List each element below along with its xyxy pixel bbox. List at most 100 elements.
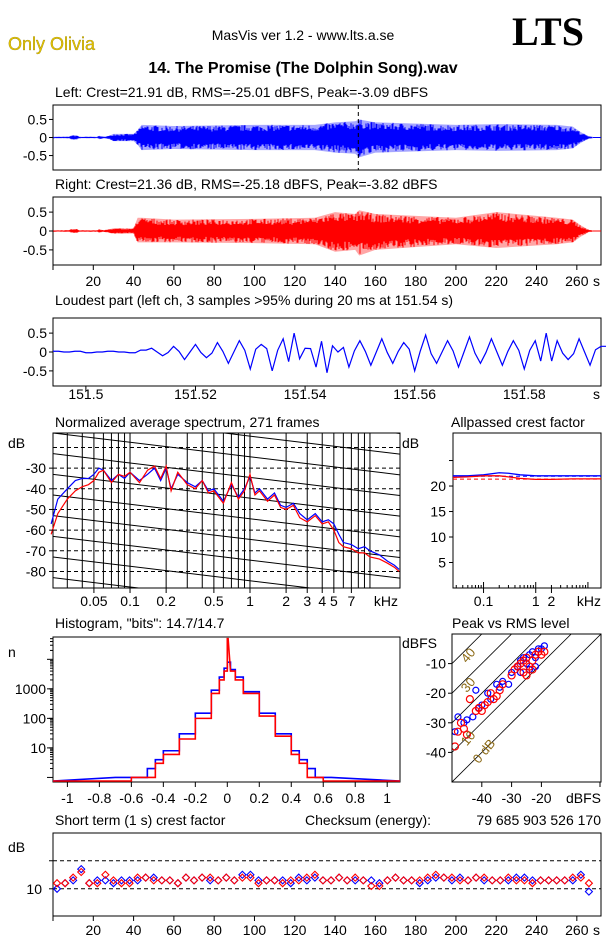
peak-rms-left-point — [472, 686, 480, 694]
histogram-ytick-label: 1000 — [15, 681, 46, 697]
short-term-right-point — [60, 878, 70, 888]
short-term-left-point — [93, 876, 102, 885]
spectrum-xtick-label: 2 — [282, 593, 290, 609]
short-term-xtick-label: 140 — [323, 922, 347, 938]
time-axis-xtick-label: 200 — [444, 273, 468, 289]
peak-rms-right-point — [522, 671, 531, 680]
crest-line-10 — [452, 634, 572, 753]
short-term-right-point — [576, 873, 586, 882]
short-term-right-point — [399, 876, 408, 885]
short-term-right-point — [544, 876, 553, 885]
histogram-right-line — [53, 637, 400, 782]
short-term-right-point — [447, 873, 457, 882]
short-term-right-point — [383, 876, 392, 885]
short-term-right-point — [213, 876, 223, 885]
histogram-ylabel: n — [8, 644, 16, 660]
crest-line-30 — [452, 634, 512, 694]
loudest-part-xtick-label: 151.54 — [284, 386, 327, 402]
histogram-xtick-label: -0.6 — [119, 790, 143, 806]
short-term-left-point — [213, 876, 223, 885]
time-axis-unit: s — [593, 273, 600, 289]
short-term-right-point — [254, 878, 263, 888]
short-term-xtick-label: 80 — [206, 922, 222, 938]
peak-rms-xtick-label: -40 — [472, 790, 492, 806]
right-waveform-envelope — [53, 210, 601, 256]
left-waveform-ytick-label: -0.5 — [23, 148, 47, 164]
right-waveform-ytick-label: -0.5 — [23, 242, 47, 258]
allpassed-ytick-label: 15 — [430, 504, 446, 520]
histogram-xtick-label: 0.4 — [282, 790, 302, 806]
histogram-xtick-label: 1 — [383, 790, 391, 806]
short-term-frame — [52, 832, 602, 917]
short-term-left-point — [52, 884, 62, 894]
short-term-left-point — [254, 876, 263, 885]
short-term-right-point — [230, 876, 239, 885]
peak-rms-right-point — [540, 647, 549, 656]
short-term-right-point — [367, 881, 376, 891]
spectrum-xtick-label: 4 — [318, 593, 326, 609]
peak-rms-left-point — [484, 689, 492, 697]
time-axis-xtick-label: 140 — [323, 273, 347, 289]
short-term-right-point — [278, 878, 287, 888]
peak-rms-xtick-label: -20 — [531, 790, 551, 806]
spectrum-slope-line — [53, 515, 400, 559]
short-term-left-point — [270, 876, 279, 885]
short-term-left-point — [560, 876, 570, 885]
short-term-xtick-label: 260 — [565, 922, 589, 938]
allpassed-ylabel: dB — [402, 435, 419, 451]
short-term-right-point — [189, 876, 199, 885]
spectrum-title: Normalized average spectrum, 271 frames — [55, 414, 320, 430]
checksum-value: 79 685 903 526 170 — [476, 812, 601, 828]
short-term-right-point — [495, 876, 505, 885]
short-term-left-point — [294, 873, 304, 882]
spectrum-slope-line — [53, 453, 400, 497]
short-term-left-point — [487, 876, 497, 885]
peak-rms-ytick-label: -30 — [426, 715, 446, 731]
short-term-right-point — [334, 873, 344, 882]
short-term-left-point — [246, 870, 255, 880]
short-term-left-point — [463, 876, 473, 885]
histogram-xtick-label: 0.6 — [314, 790, 334, 806]
short-term-left-point — [141, 873, 150, 882]
peak-rms-ylabel: dBFS — [402, 635, 437, 651]
loudest-part-line — [53, 332, 606, 374]
allpassed-ytick-label: 20 — [430, 478, 446, 494]
short-term-right-point — [286, 876, 296, 885]
short-term-right-point — [471, 873, 481, 882]
time-axis-xtick-label: 220 — [485, 273, 509, 289]
short-term-xtick-label: 100 — [243, 922, 267, 938]
checksum-label: Checksum (energy): — [305, 812, 431, 828]
spectrum-xtick-label: 0.2 — [156, 593, 176, 609]
short-term-right-point — [487, 876, 497, 885]
allpassed-frame — [452, 432, 602, 589]
allpassed-xtick-label: 2 — [548, 593, 556, 609]
short-term-left-point — [358, 876, 368, 885]
spectrum-xtick-label: 0.05 — [80, 593, 107, 609]
short-term-right-point — [318, 876, 328, 885]
loudest-part-unit: s — [593, 386, 600, 402]
short-term-left-point — [173, 878, 183, 888]
spectrum-right-line — [50, 464, 400, 572]
allpassed-ytick-label: 10 — [430, 529, 446, 545]
peak-rms-xtick-label: -30 — [501, 790, 521, 806]
short-term-right-point — [568, 873, 578, 882]
short-term-left-point — [149, 873, 159, 882]
short-term-right-point — [479, 873, 489, 882]
short-term-left-point — [101, 876, 110, 885]
short-term-right-point — [439, 873, 449, 882]
short-term-right-point — [415, 876, 424, 885]
peak-rms-right-point — [528, 665, 537, 674]
short-term-right-point — [173, 878, 183, 888]
loudest-part-xtick-label: 151.58 — [503, 386, 546, 402]
allpassed-xunit: kHz — [577, 593, 601, 609]
short-term-right-point — [133, 873, 142, 882]
lts-logo: LTS — [512, 9, 584, 54]
spectrum-slope-line — [53, 433, 400, 476]
histogram-xtick-label: 0.2 — [250, 790, 270, 806]
peak-rms-left-point — [454, 713, 462, 721]
peak-rms-left-point — [452, 728, 459, 736]
short-term-ytick-label: 10 — [26, 881, 42, 897]
right-waveform-ytick-label: 0.5 — [28, 204, 48, 220]
crest-line-20 — [452, 634, 542, 724]
short-term-left-point — [375, 878, 384, 888]
